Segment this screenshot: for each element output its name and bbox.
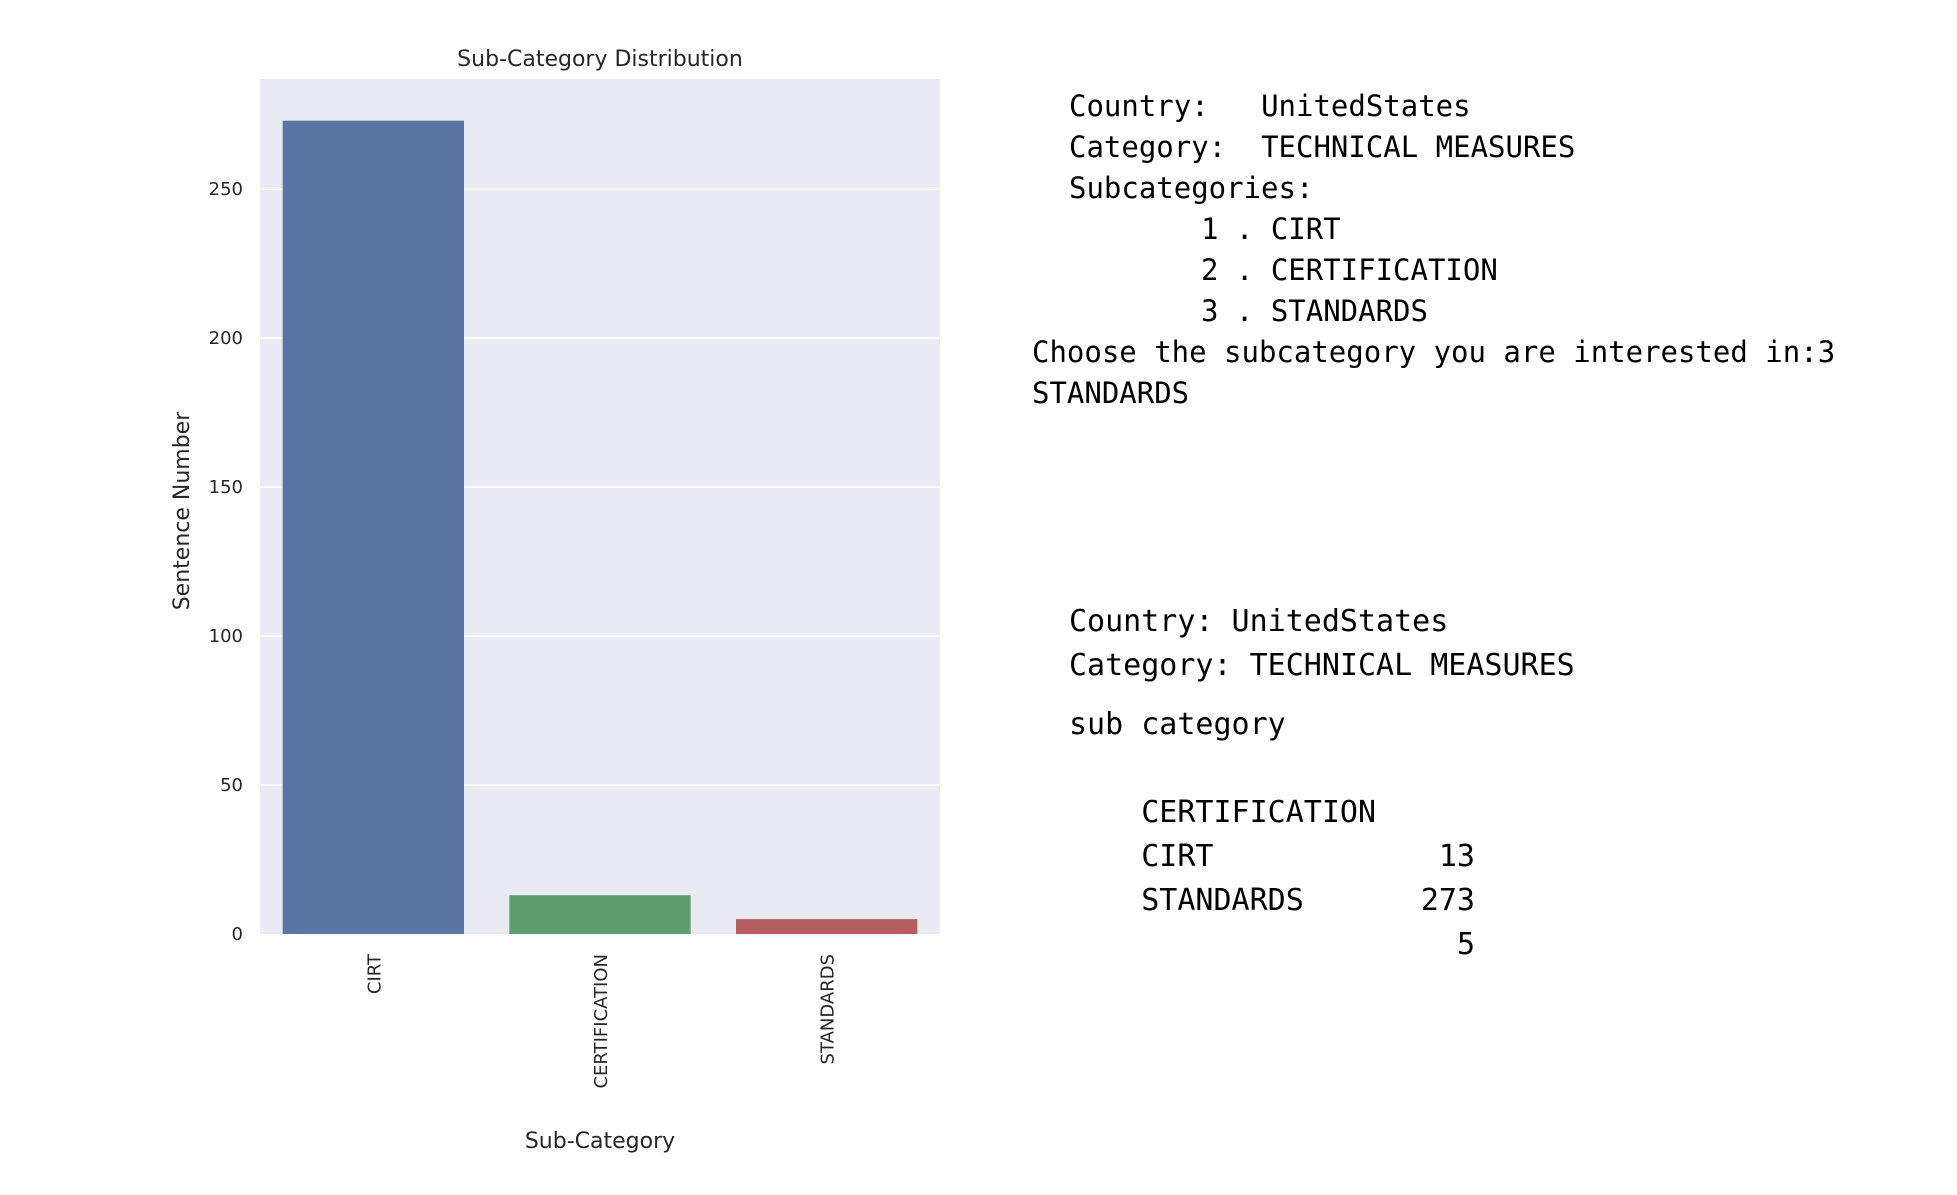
result-country: Country: UnitedStates: [1069, 604, 1449, 639]
y-tick-label: 50: [220, 775, 243, 796]
result-output: Country: UnitedStates Category: TECHNICA…: [1069, 600, 1769, 962]
y-tick-label: 200: [209, 328, 243, 349]
y-tick-labels: 0 50 100 150 200 250: [209, 179, 243, 945]
category-value: TECHNICAL MEASURES: [1261, 130, 1576, 164]
x-axis-label: Sub-Category: [525, 1129, 675, 1154]
table-header: sub category: [1069, 707, 1286, 742]
table-row: CIRT 273: [1069, 791, 1489, 967]
subcategory-option: 2 . CERTIFICATION: [1201, 253, 1498, 287]
y-tick-label: 100: [209, 626, 243, 647]
y-tick-label: 250: [209, 179, 243, 200]
country-value: UnitedStates: [1261, 89, 1471, 123]
row-count: 273: [1420, 883, 1475, 918]
row-name: STANDARDS: [1141, 883, 1304, 918]
row-name: CERTIFICATION: [1141, 795, 1377, 830]
table-row: CERTIFICATION 13: [1069, 747, 1489, 923]
selected-subcategory: STANDARDS: [1032, 376, 1190, 410]
x-tick-label: STANDARDS: [818, 954, 839, 1064]
x-tick-label: CERTIFICATION: [591, 954, 612, 1089]
row-name: CIRT: [1141, 839, 1214, 874]
bar-certification: [509, 895, 691, 934]
choice-prompt: Choose the subcategory you are intereste…: [1032, 335, 1818, 369]
table-row: STANDARDS 5: [1069, 835, 1489, 1011]
y-axis-label: Sentence Number: [170, 411, 195, 611]
bar-chart: 0 50 100 150 200 250 CIRT CERTIFICATION STANDAR…: [170, 47, 940, 1154]
x-tick-label: CIRT: [364, 953, 385, 994]
row-count: 13: [1438, 839, 1475, 874]
result-category: Category: TECHNICAL MEASURES: [1069, 648, 1575, 683]
choice-prompt-line: Choose the subcategory you are intereste…: [1032, 332, 1835, 373]
bar-standards: [736, 919, 918, 934]
choice-answer[interactable]: 3: [1817, 335, 1836, 369]
bars: [282, 120, 918, 934]
console-output: Country: UnitedStates Category: TECHNICA…: [1032, 86, 1932, 426]
bar-cirt: [282, 120, 464, 934]
y-tick-label: 0: [232, 924, 243, 945]
subcategories-label: Subcategories:: [1069, 171, 1314, 205]
x-tick-labels: CIRT CERTIFICATION STANDARDS: [364, 953, 838, 1089]
subcategory-option: 3 . STANDARDS: [1201, 294, 1428, 328]
category-line: Category: TECHNICAL MEASURES: [1069, 127, 1575, 168]
country-label: Country:: [1069, 89, 1209, 123]
row-count: 5: [1456, 927, 1475, 962]
subcategory-option: 1 . CIRT: [1201, 212, 1341, 246]
category-label: Category:: [1069, 130, 1227, 164]
chart-title: Sub-Category Distribution: [457, 47, 743, 72]
y-tick-label: 150: [209, 477, 243, 498]
country-line: Country: UnitedStates: [1069, 86, 1471, 127]
